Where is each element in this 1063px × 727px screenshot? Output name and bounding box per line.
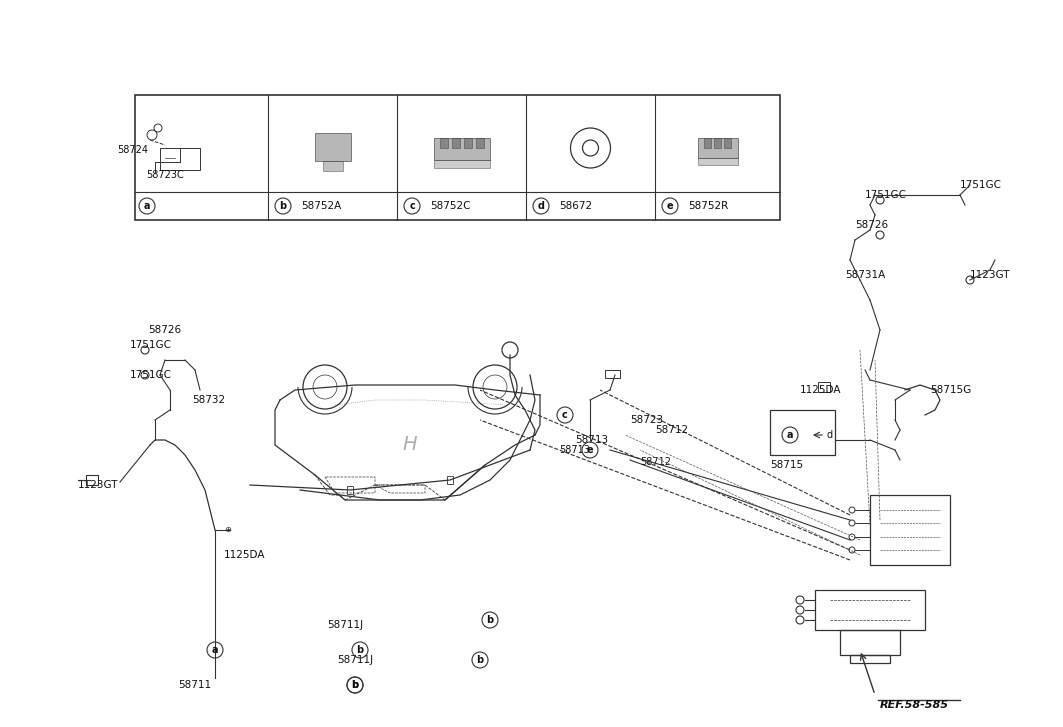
Text: 58715: 58715 (770, 460, 804, 470)
Bar (605, 370, 620, 378)
Bar (135, 95, 780, 220)
Text: 1751GC: 1751GC (130, 370, 172, 380)
Text: 1751GC: 1751GC (960, 180, 1002, 190)
Text: 1123GT: 1123GT (78, 480, 118, 490)
Text: a: a (212, 645, 218, 655)
Text: b: b (352, 680, 358, 690)
Bar (724, 138, 730, 148)
Text: 58711J: 58711J (327, 620, 364, 630)
Text: REF.58-585: REF.58-585 (880, 700, 949, 710)
Text: b: b (476, 655, 484, 665)
Text: e: e (587, 445, 593, 455)
Text: 58726: 58726 (149, 325, 182, 335)
Text: 1125DA: 1125DA (224, 550, 266, 560)
Text: 58752C: 58752C (431, 201, 471, 211)
Bar (439, 138, 448, 148)
Text: 1123GT: 1123GT (971, 270, 1011, 280)
Text: b: b (280, 201, 287, 211)
Bar (434, 138, 489, 160)
Text: H: H (403, 435, 418, 454)
Text: 58731A: 58731A (845, 270, 885, 280)
Text: 58723C: 58723C (146, 170, 184, 180)
Text: 58715G: 58715G (930, 385, 972, 395)
Text: 1751GC: 1751GC (130, 340, 172, 350)
Text: 58732: 58732 (192, 395, 225, 405)
Text: d: d (538, 201, 544, 211)
Text: 58724: 58724 (117, 145, 148, 155)
Text: 58711J: 58711J (337, 655, 373, 665)
Bar (86, 475, 98, 485)
Bar (452, 138, 459, 148)
Bar (347, 486, 353, 494)
Bar (434, 160, 489, 168)
Bar (448, 476, 453, 484)
Text: b: b (352, 680, 358, 690)
Bar (840, 630, 900, 655)
Bar (463, 138, 472, 148)
Text: 58713: 58713 (559, 445, 590, 455)
Text: 58672: 58672 (559, 201, 592, 211)
Text: b: b (356, 645, 364, 655)
Text: 58713: 58713 (575, 435, 608, 445)
Text: 58711: 58711 (179, 680, 212, 690)
Bar (870, 495, 950, 565)
Bar (850, 655, 890, 663)
Text: ⊕: ⊕ (224, 526, 232, 534)
Text: 58726: 58726 (855, 220, 888, 230)
Text: 58723: 58723 (630, 415, 663, 425)
Text: 58712: 58712 (640, 457, 671, 467)
Text: 1125DA: 1125DA (800, 385, 842, 395)
Text: e: e (667, 201, 673, 211)
Bar (475, 138, 484, 148)
Bar (161, 148, 200, 170)
Text: c: c (562, 410, 568, 420)
Bar (697, 138, 738, 158)
Bar (697, 158, 738, 165)
Text: c: c (409, 201, 415, 211)
Bar (713, 138, 721, 148)
Text: 1751GC: 1751GC (865, 190, 907, 200)
Text: 58712: 58712 (655, 425, 688, 435)
Text: d: d (827, 430, 833, 440)
Text: b: b (487, 615, 493, 625)
Text: 58752A: 58752A (301, 201, 341, 211)
Bar (819, 382, 830, 392)
Text: a: a (144, 201, 150, 211)
Bar (315, 133, 351, 161)
Bar (815, 590, 925, 630)
Bar (322, 161, 342, 171)
Bar (770, 410, 836, 455)
Text: a: a (787, 430, 793, 440)
Text: 58752R: 58752R (688, 201, 728, 211)
Bar (704, 138, 710, 148)
